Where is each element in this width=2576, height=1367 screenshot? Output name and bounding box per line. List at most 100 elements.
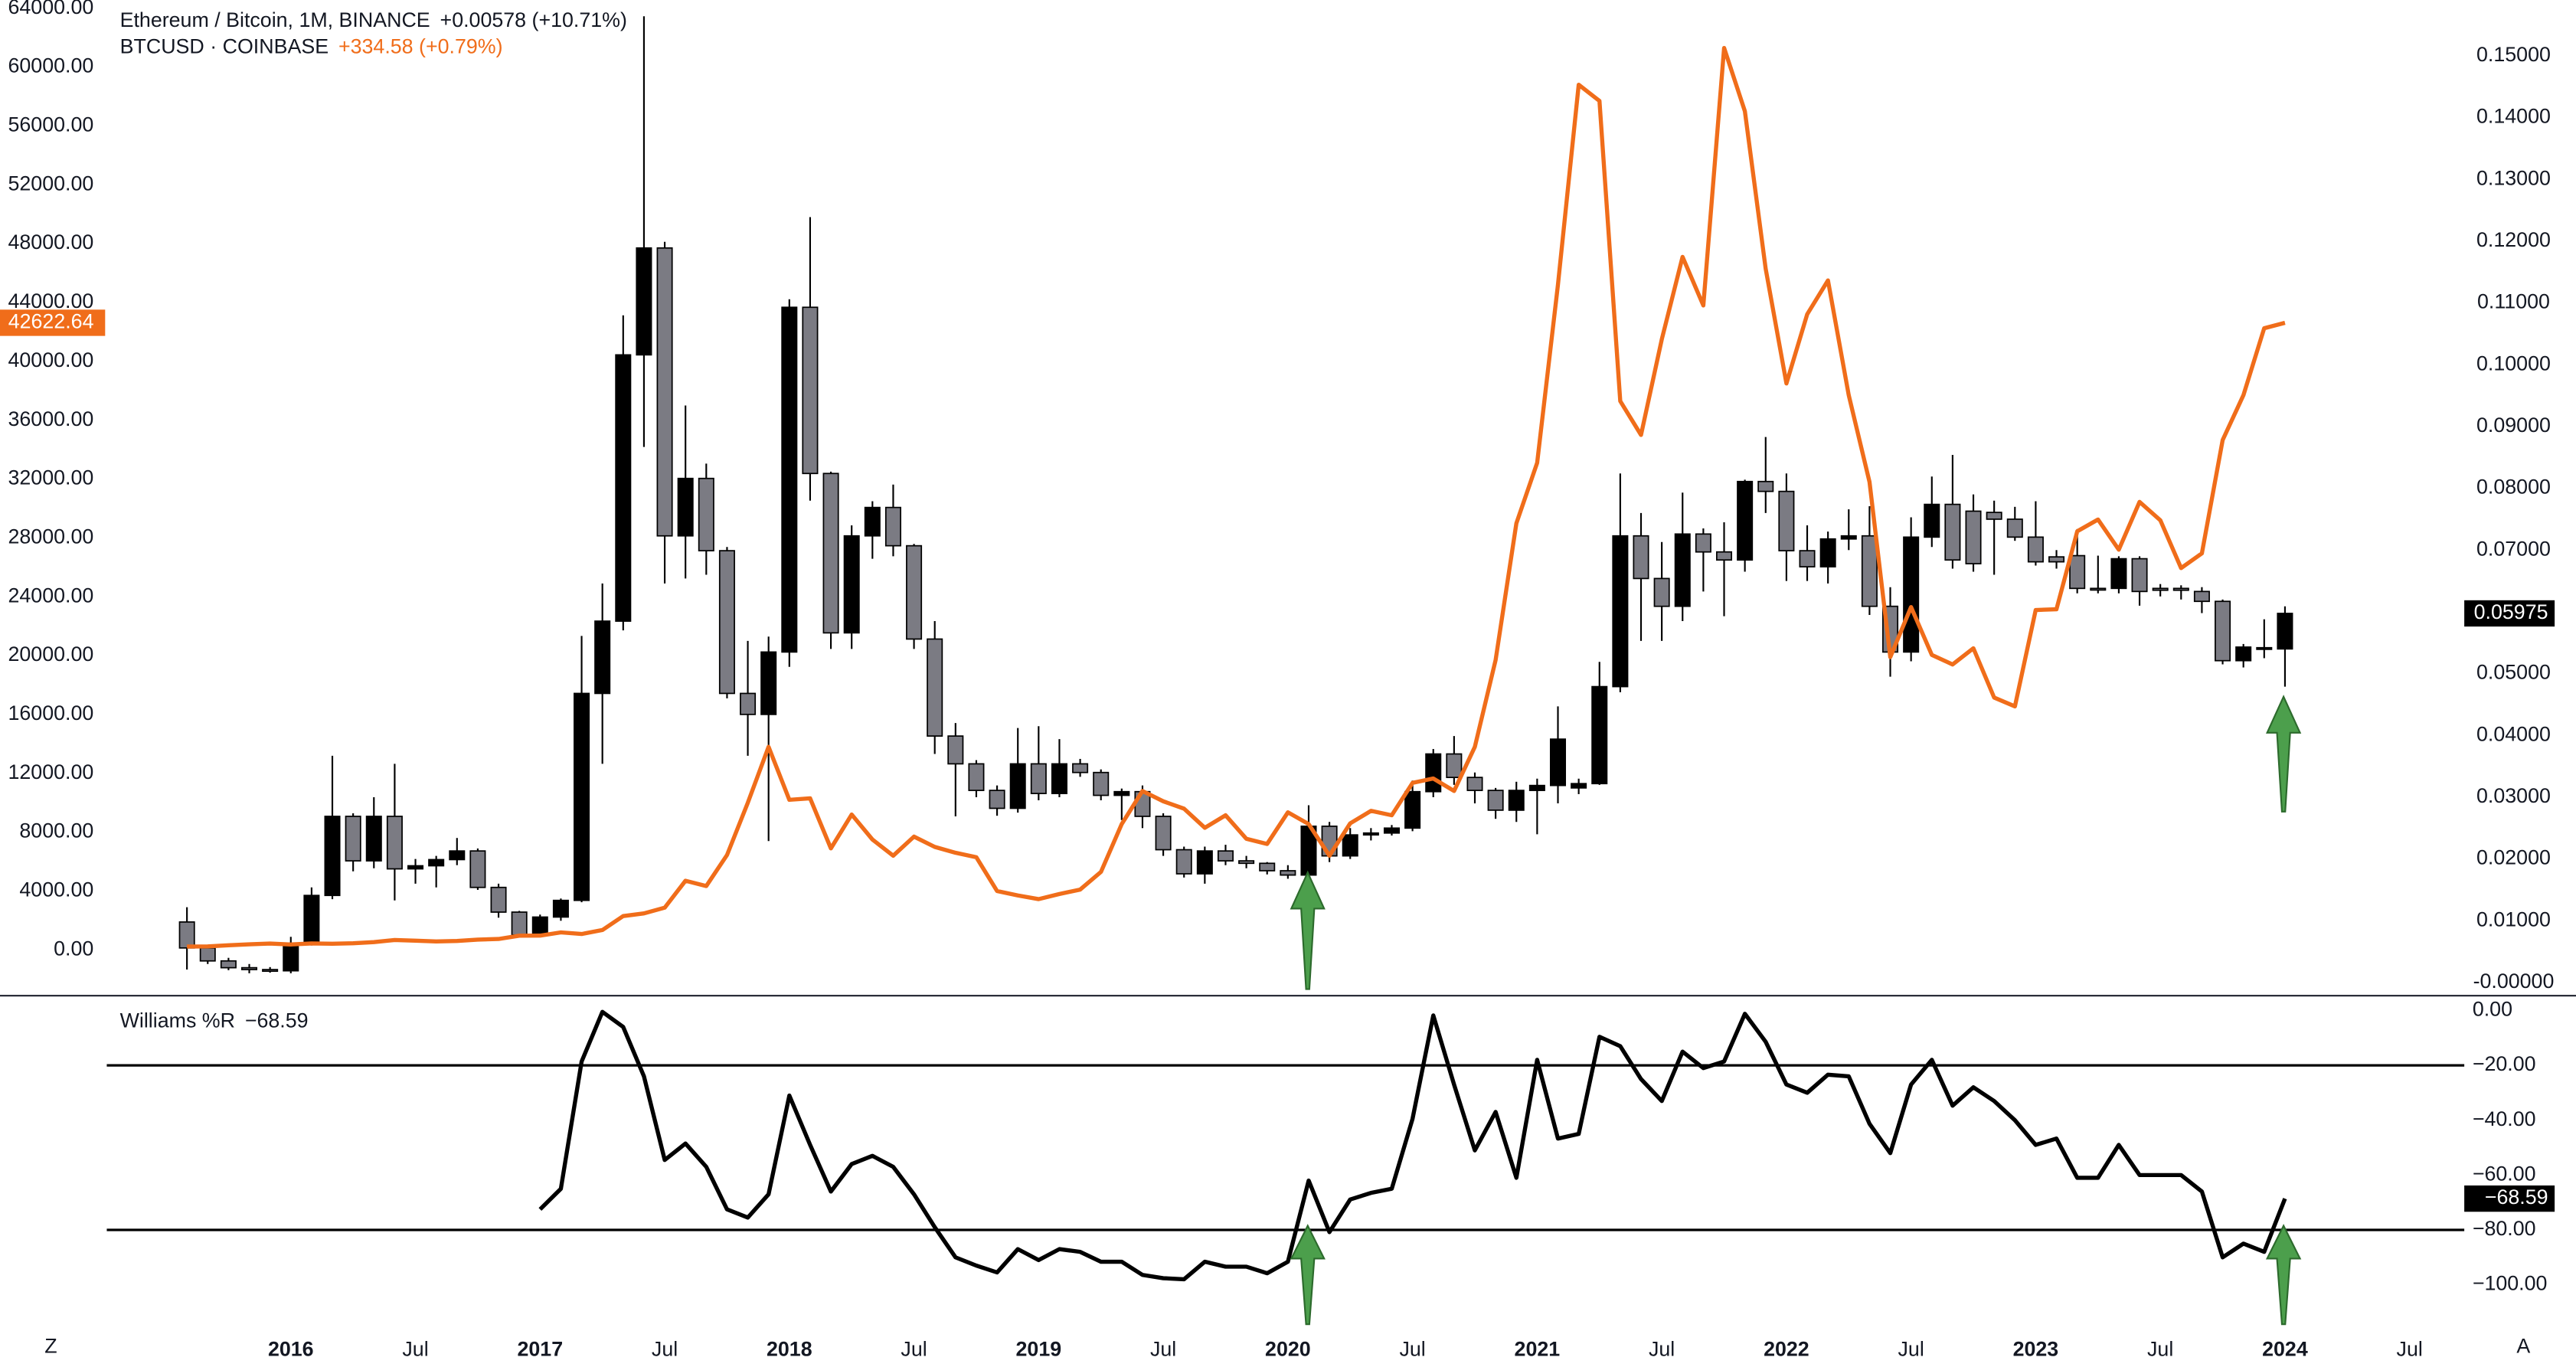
x-tick-label: 2017 [517,1338,563,1361]
candle-body [1404,790,1421,829]
toolbar-button[interactable]: Z [44,1334,57,1357]
x-tick-label: Jul [402,1338,428,1361]
candle-body [1695,533,1711,553]
candle-body [1716,551,1733,561]
candle-body [552,899,569,918]
candle-body [345,816,361,862]
x-tick-label: Jul [901,1338,927,1361]
candle-body [1633,535,1649,580]
y-tick-label: 4000.00 [19,878,93,901]
legend-text: Williams %R [120,1009,235,1032]
x-tick-label: 2022 [1764,1338,1809,1361]
y-tick-label: 28000.00 [8,525,94,548]
y-tick-label: 16000.00 [8,701,94,724]
legend-text: BTCUSD · COINBASE [120,34,329,57]
y-tick-label: −80.00 [2473,1217,2536,1240]
candle-body [511,911,528,936]
candle-body [1072,763,1089,773]
candle-body [2277,613,2293,650]
y2-tick-label: 0.08000 [2476,476,2551,499]
y2-tick-label: 0.14000 [2476,105,2551,128]
candle-body [2131,558,2148,593]
candle-body [1799,550,1816,567]
candle-body [968,763,985,791]
candle-body [199,947,216,962]
candle-body [1362,832,1379,836]
candle-body [740,692,757,715]
x-tick-label: Jul [1399,1338,1425,1361]
legend-text: +334.58 (+0.79%) [338,34,503,57]
candle-body [262,969,279,973]
candle-body [2256,646,2273,650]
x-tick-label: 2023 [2013,1338,2059,1361]
x-tick-label: Jul [1649,1338,1675,1361]
candle-body [1924,503,1940,538]
x-tick-label: 2020 [1265,1338,1311,1361]
candle-body [1280,870,1296,876]
y-tick-label: −60.00 [2473,1162,2536,1185]
y-tick-label: −20.00 [2473,1052,2536,1075]
y-tick-label: 8000.00 [19,819,93,842]
y-tick-label: 48000.00 [8,231,94,253]
candle-body [802,306,819,475]
legend-text: −68.59 [245,1009,309,1032]
candle-body [1030,763,1047,794]
candle-body [781,306,798,653]
price-badge-label: 42622.64 [8,310,94,333]
y-tick-label: 52000.00 [8,172,94,195]
y2-tick-label: 0.07000 [2476,537,2551,560]
candle-body [864,506,881,537]
candle-body [1674,533,1691,607]
x-tick-label: 2024 [2262,1338,2308,1361]
candle-body [241,966,258,970]
y2-tick-label: 0.10000 [2476,352,2551,374]
candle-body [1944,503,1961,561]
y2-tick-label: 0.01000 [2476,908,2551,930]
legend-text: +0.00578 (+10.71%) [440,8,627,31]
candle-body [365,816,382,862]
candle-body [2027,536,2044,563]
y2-tick-label: 0.12000 [2476,228,2551,251]
candle-body [1612,535,1629,688]
candle-body [1986,512,2002,520]
arrow [1290,1224,1326,1326]
y2-tick-label: 0.13000 [2476,166,2551,189]
candle-body [677,477,694,537]
candle-body [1840,535,1857,540]
candle-body [407,865,424,870]
candle-body [1591,685,1608,785]
candle-body [1383,827,1401,834]
price-badge-label: 0.05975 [2474,600,2548,623]
candle-body [698,477,714,551]
price-badge [0,309,106,336]
candle-body [1175,849,1192,875]
arrow [2265,695,2302,813]
toolbar-button[interactable]: A [2516,1334,2530,1357]
candle-body [1425,753,1442,793]
candle-body [1342,834,1358,857]
y-tick-label: 32000.00 [8,466,94,489]
series-line [187,45,2286,949]
candle-body [303,894,320,944]
candle-body [2048,556,2065,563]
candle-body [636,247,652,356]
candle-body [449,850,466,861]
candle-body [178,921,195,949]
candle-body [1259,862,1276,872]
arrow [2265,1224,2302,1326]
candle-body [989,790,1005,809]
price-badge [2464,600,2555,627]
candle-body [2069,554,2086,590]
candle-body [2172,587,2189,591]
candle-body [1571,783,1587,789]
candle-body [2110,558,2127,590]
annotation-arrows [1290,695,2302,1326]
y-tick-label: 44000.00 [8,289,94,312]
candle-body [1238,860,1255,865]
candle-body [220,960,237,969]
x-tick-label: Jul [1150,1338,1176,1361]
candle-body [947,735,964,765]
candle-body [1965,510,1982,564]
